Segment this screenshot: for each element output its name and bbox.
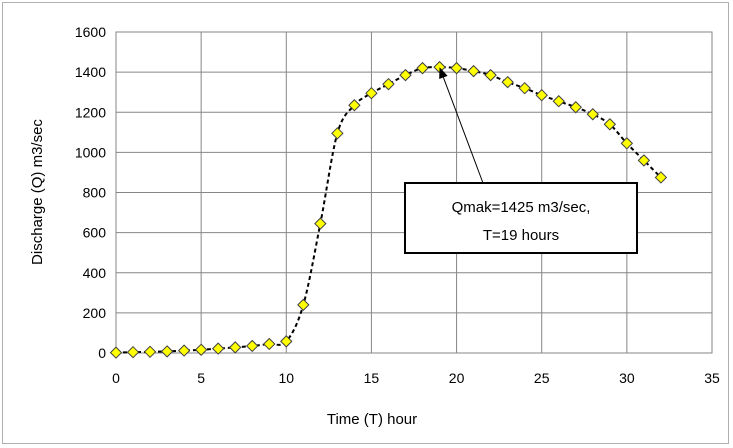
data-point-marker [228,341,242,354]
data-point-marker [552,95,565,108]
data-point-marker [143,345,157,359]
data-point-marker [109,346,123,359]
data-point-marker [365,86,378,100]
data-point-marker [126,345,140,359]
data-point-marker [399,68,412,82]
y-tick-label: 200 [83,305,107,321]
data-point-marker [280,335,293,348]
y-tick-label: 400 [83,265,107,281]
data-point-marker [450,61,463,75]
data-point-marker [637,154,651,167]
annotation-arrow [442,77,484,184]
data-point-marker [535,88,548,102]
data-point-marker [654,171,668,184]
x-tick-labels: 0 5 10 15 20 25 30 35 [112,370,720,386]
data-point-marker [160,345,174,358]
y-tick-label: 600 [83,225,107,241]
y-tick-label: 1400 [75,64,106,80]
x-tick-label: 35 [704,370,720,386]
x-tick-label: 30 [619,370,635,386]
y-tick-labels: 0 200 400 600 800 1000 1200 1400 1600 [75,24,106,361]
annotation-arrowhead [439,67,448,79]
x-tick-label: 5 [197,370,205,386]
data-point-marker [348,99,361,112]
y-tick-label: 0 [98,345,106,361]
x-tick-label: 25 [534,370,550,386]
data-point-marker [603,118,617,131]
data-point-marker [314,217,327,230]
data-point-marker [211,342,225,355]
discharge-markers [109,60,668,359]
data-point-marker [246,339,259,353]
data-point-marker [382,77,395,91]
y-tick-label: 1200 [75,104,106,120]
data-point-marker [297,298,310,312]
data-point-marker [194,343,208,356]
x-tick-label: 15 [364,370,380,386]
annotation-box [404,182,638,254]
data-point-marker [569,101,582,114]
data-point-marker [177,344,191,357]
y-axis-title: Discharge (Q) m3/sec [29,119,46,265]
y-tick-label: 1600 [75,24,106,40]
annotation-line-1: Qmak=1425 m3/sec, [452,199,591,216]
data-point-marker [484,68,497,82]
x-tick-label: 0 [112,370,120,386]
data-point-marker [518,81,531,95]
x-axis-title: Time (T) hour [327,411,417,428]
x-tick-label: 20 [449,370,465,386]
data-point-marker [331,127,344,140]
data-point-marker [501,75,514,89]
annotation-line-2: T=19 hours [483,227,559,244]
x-tick-label: 10 [278,370,294,386]
data-point-marker [586,108,600,121]
data-point-marker [620,137,634,150]
data-point-marker [467,64,480,78]
y-tick-label: 800 [83,185,107,201]
y-tick-label: 1000 [75,144,106,160]
data-point-marker [416,61,429,75]
data-point-marker [263,337,276,351]
